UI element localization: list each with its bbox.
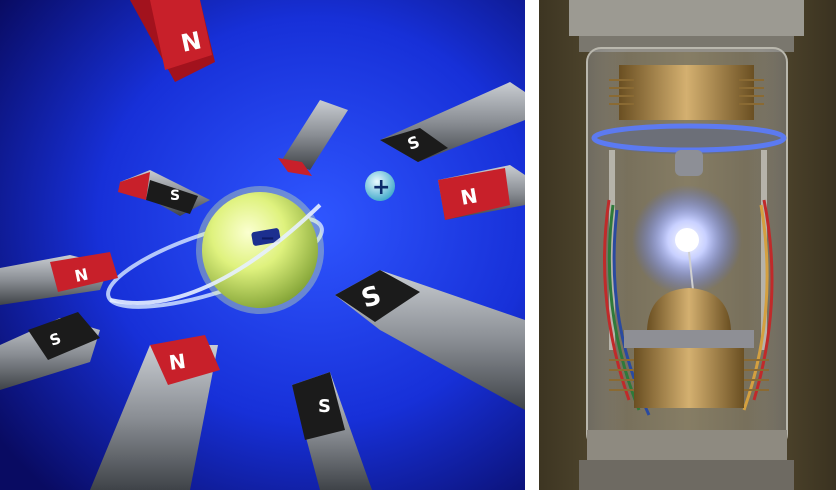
- magnet-south-bottom: S: [292, 372, 372, 490]
- lower-brass-dome: [647, 288, 731, 330]
- magnet-south-upper-right: S: [380, 82, 525, 162]
- magnet-small-left: S: [118, 170, 210, 216]
- magnet-small-upper: [278, 100, 348, 176]
- magnet-north-right: N: [438, 165, 525, 220]
- base-mount: [579, 460, 794, 490]
- pole-label-south: S: [170, 188, 180, 204]
- upper-brass-block: [619, 65, 754, 120]
- charge-label: +: [372, 175, 390, 200]
- magnet-south-large-right: S: [335, 270, 525, 410]
- lower-brass-block: [634, 348, 744, 408]
- glowing-bead: [675, 228, 699, 252]
- top-metal-cap: [569, 0, 804, 36]
- pole-label-south: S: [318, 396, 331, 417]
- pole-label-north: N: [73, 265, 90, 286]
- glowing-sphere: −: [196, 186, 324, 314]
- panel-divider: [525, 0, 539, 490]
- magnet-north-left: N: [0, 252, 118, 305]
- pole-label-north: N: [167, 349, 187, 375]
- magnet-north-top: N: [130, 0, 215, 82]
- vacuum-apparatus-photo: [539, 0, 836, 490]
- upper-electrode: [675, 150, 703, 176]
- orbit-ring-front: [109, 203, 322, 305]
- base-flange: [587, 430, 787, 460]
- sphere-inner-mark: −: [260, 228, 275, 249]
- vacuum-apparatus-svg: [539, 0, 836, 490]
- positive-charge-particle: +: [365, 171, 395, 201]
- pole-label-north: N: [459, 183, 480, 210]
- magnet-illustration: N S S N N: [0, 0, 525, 490]
- upper-springs: [609, 79, 764, 105]
- magnet-illustration-svg: N S S N N: [0, 0, 525, 490]
- magnet-north-large-bottom: N: [90, 335, 220, 490]
- lower-springs: [609, 359, 769, 391]
- magnet-south-left-lower: S: [0, 312, 100, 390]
